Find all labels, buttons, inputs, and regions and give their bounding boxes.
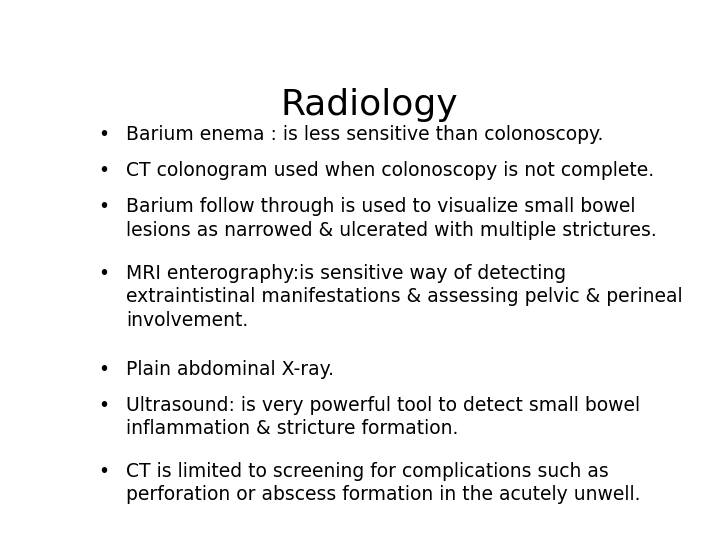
- Text: Barium follow through is used to visualize small bowel
lesions as narrowed & ulc: Barium follow through is used to visuali…: [126, 198, 657, 240]
- Text: CT colonogram used when colonoscopy is not complete.: CT colonogram used when colonoscopy is n…: [126, 161, 654, 180]
- Text: Radiology: Radiology: [280, 87, 458, 122]
- Text: CT is limited to screening for complications such as
perforation or abscess form: CT is limited to screening for complicat…: [126, 462, 641, 504]
- Text: Barium enema : is less sensitive than colonoscopy.: Barium enema : is less sensitive than co…: [126, 125, 603, 144]
- Text: •: •: [99, 360, 109, 379]
- Text: •: •: [99, 396, 109, 415]
- Text: Plain abdominal X-ray.: Plain abdominal X-ray.: [126, 360, 334, 379]
- Text: •: •: [99, 264, 109, 282]
- Text: •: •: [99, 161, 109, 180]
- Text: •: •: [99, 125, 109, 144]
- Text: •: •: [99, 198, 109, 217]
- Text: Ultrasound: is very powerful tool to detect small bowel
inflammation & stricture: Ultrasound: is very powerful tool to det…: [126, 396, 640, 438]
- Text: •: •: [99, 462, 109, 481]
- Text: MRI enterography:is sensitive way of detecting
extraintistinal manifestations & : MRI enterography:is sensitive way of det…: [126, 264, 683, 329]
